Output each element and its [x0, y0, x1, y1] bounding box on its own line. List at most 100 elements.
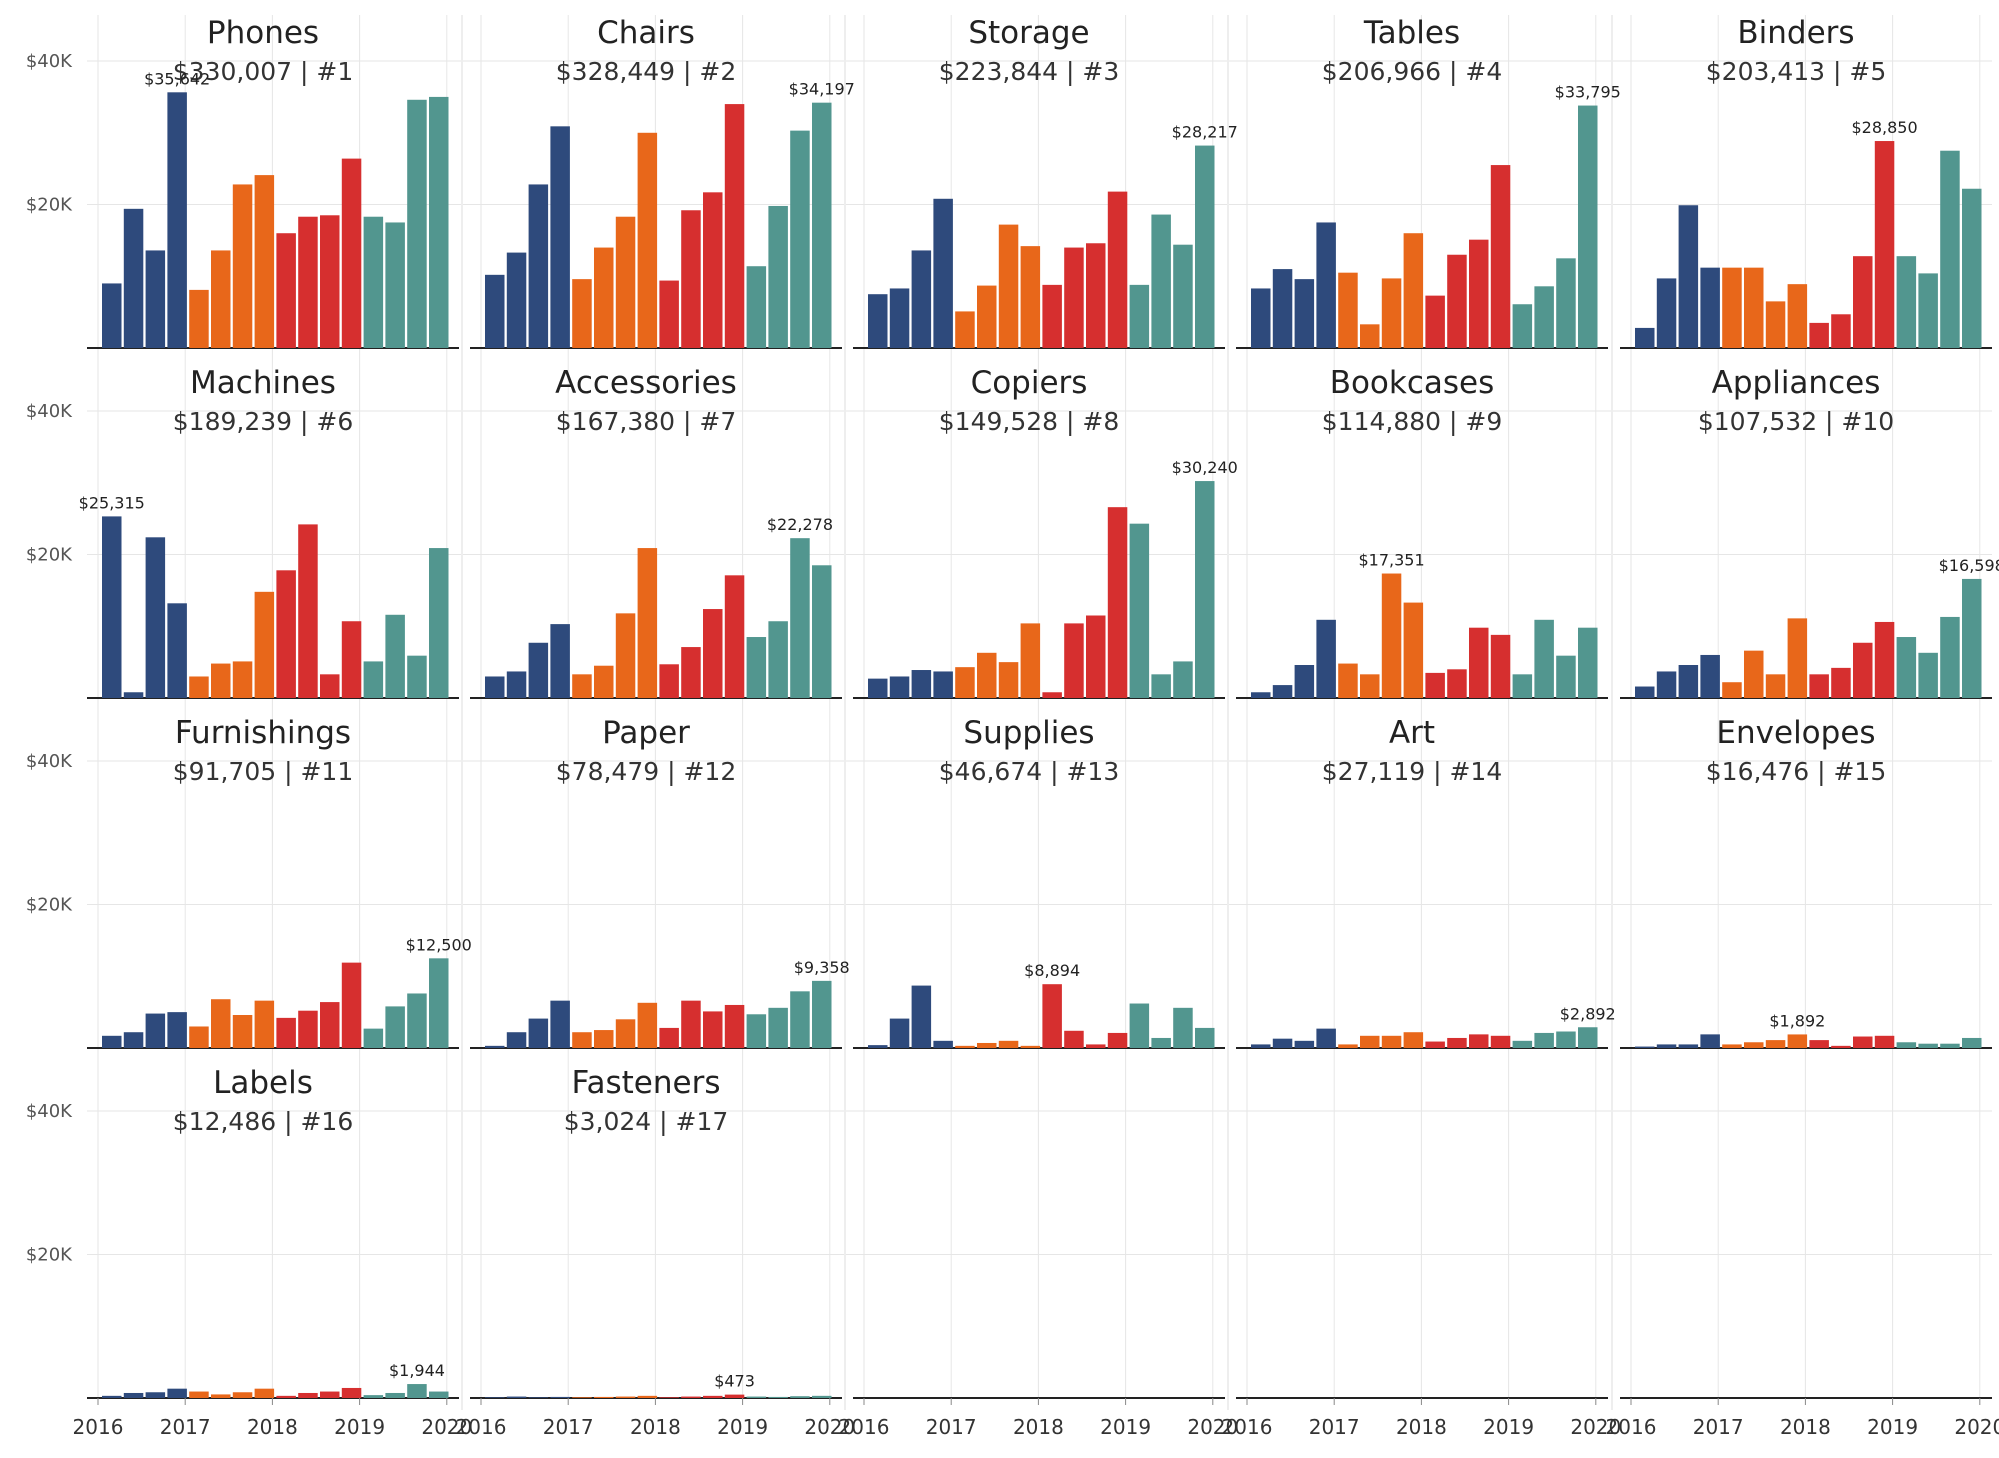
panel-copiers: Copiers $149,528 | #8 $30,240	[868, 365, 1238, 698]
bar	[1700, 654, 1720, 698]
y-tick-label: $20K	[26, 545, 73, 566]
bar	[768, 1396, 788, 1398]
bar	[703, 1395, 723, 1398]
bar	[1151, 674, 1171, 698]
bar	[550, 1000, 570, 1048]
panel-title: Chairs	[597, 15, 695, 51]
bar	[1425, 295, 1445, 348]
bar	[977, 652, 997, 698]
bar	[232, 1392, 253, 1398]
panel-title: Envelopes	[1716, 715, 1875, 751]
bar	[254, 591, 275, 698]
x-tick-label: 2019	[1867, 1415, 1918, 1439]
bar	[1447, 669, 1467, 698]
bar	[637, 1002, 658, 1048]
bar	[167, 1388, 187, 1398]
bar	[232, 661, 253, 698]
bar	[812, 102, 832, 348]
bar	[407, 993, 427, 1048]
bar	[1173, 661, 1193, 698]
bar	[1722, 1044, 1742, 1048]
bar	[341, 962, 362, 1048]
bar	[615, 1396, 636, 1398]
bar	[298, 1010, 318, 1048]
x-tick-label: 2020	[1570, 1415, 1621, 1439]
bar	[889, 288, 910, 348]
bar	[1425, 1041, 1445, 1048]
bar	[1678, 1044, 1699, 1048]
bar	[1722, 682, 1742, 698]
bar	[189, 289, 209, 348]
bar	[1020, 246, 1041, 348]
bar	[1469, 627, 1489, 698]
bar	[1744, 650, 1764, 698]
bar	[550, 126, 570, 349]
bar	[1129, 284, 1150, 348]
y-tick-label: $40K	[26, 401, 73, 422]
bar	[659, 1397, 679, 1398]
bar	[1107, 1032, 1128, 1048]
bar	[681, 210, 701, 348]
panel-furnishings: Furnishings $91,705 | #11 $12,500	[102, 715, 472, 1048]
bar	[1874, 621, 1895, 698]
bar	[1064, 623, 1084, 698]
panels: $40K $20K $40K $20K $40K $20K $40K $20K Phones $3…	[26, 15, 1999, 1439]
bar	[572, 1397, 592, 1398]
bar	[1064, 247, 1084, 348]
bar	[1251, 288, 1271, 348]
bar	[1338, 1044, 1358, 1048]
y-tick-label: $20K	[26, 895, 73, 916]
panel-subtitle: $328,449 | #2	[556, 57, 736, 86]
bar	[1086, 615, 1106, 698]
bar	[254, 1000, 275, 1048]
panel-subtitle: $27,119 | #14	[1322, 757, 1502, 786]
bar	[1656, 278, 1677, 348]
bar	[1809, 674, 1829, 698]
panel-subtitle: $223,844 | #3	[939, 57, 1119, 86]
bar	[102, 1395, 122, 1398]
bar	[254, 1388, 275, 1398]
bar	[572, 1032, 592, 1048]
bar	[528, 1397, 549, 1398]
bar	[1381, 278, 1402, 348]
bar	[1195, 1027, 1215, 1048]
bar	[276, 1017, 296, 1048]
bar	[102, 283, 122, 348]
bar	[637, 548, 658, 698]
bar	[1316, 1028, 1336, 1048]
bar	[1042, 284, 1062, 348]
bar	[1316, 619, 1336, 698]
bar	[528, 642, 549, 698]
bar-data-label: $22,278	[767, 515, 833, 534]
bar	[429, 96, 449, 348]
bar	[1403, 233, 1424, 348]
x-tick-label: 2017	[926, 1415, 977, 1439]
bar	[123, 1032, 144, 1048]
bar	[768, 621, 788, 698]
panel-title: Accessories	[555, 365, 737, 401]
bar	[1918, 273, 1938, 348]
panel-title: Binders	[1737, 15, 1854, 51]
bar	[1765, 301, 1786, 348]
panel-subtitle: $91,705 | #11	[173, 757, 353, 786]
bar	[724, 104, 745, 348]
bar	[341, 158, 362, 348]
bar	[167, 1012, 187, 1048]
bar	[1940, 1043, 1960, 1048]
bar	[1173, 1007, 1193, 1048]
bar	[254, 175, 275, 348]
bar	[407, 655, 427, 698]
bar-data-label: $2,892	[1560, 1004, 1616, 1023]
bar-data-label: $17,351	[1358, 551, 1424, 570]
bar	[429, 1391, 449, 1398]
bar	[1962, 1037, 1982, 1048]
panel-art: Art $27,119 | #14 $2,892	[1251, 715, 1616, 1048]
panel-machines: Machines $189,239 | #6 $25,315	[79, 365, 449, 698]
x-tick-label: 2020	[1954, 1415, 1999, 1439]
bar	[768, 1007, 788, 1048]
bar-data-label: $9,358	[794, 958, 850, 977]
bar	[528, 184, 549, 348]
panel-title: Bookcases	[1330, 365, 1495, 401]
bar	[790, 538, 810, 698]
bar	[1403, 602, 1424, 698]
